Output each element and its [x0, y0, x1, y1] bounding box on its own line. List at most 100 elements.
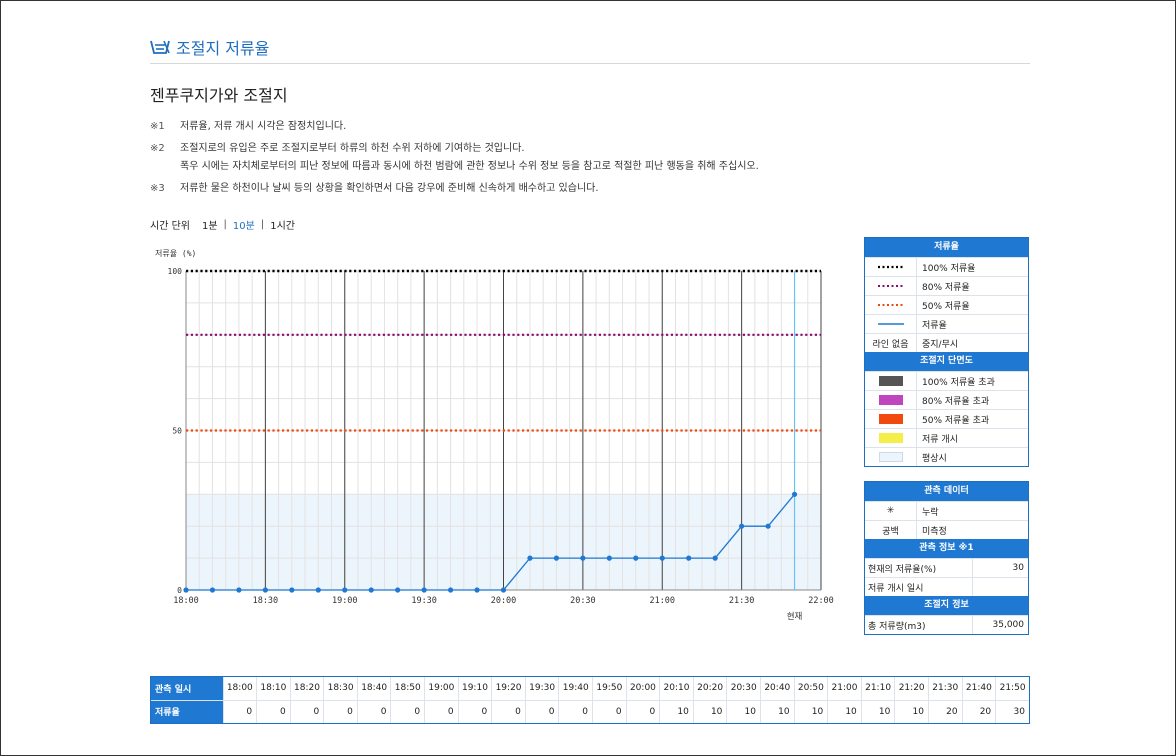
current-rate-value: 30: [1012, 563, 1024, 573]
time-unit-1hour[interactable]: 1시간: [270, 221, 295, 232]
observation-table: 관측 일시 18:00 18:10 18:20 18:30 18:40 18:50 19:0…: [150, 676, 1030, 724]
time-cell: 18:40: [356, 677, 391, 700]
time-cell: 20:00: [625, 677, 660, 700]
note-mark: ※2: [150, 143, 165, 154]
time-cell: 20:20: [692, 677, 727, 700]
rate-cell: 10: [659, 699, 694, 723]
rate-cell: 0: [356, 699, 391, 723]
x-tick-label: 18:00: [173, 596, 199, 606]
current-label: 현재: [787, 612, 803, 622]
note-1: ※1 저류율, 저류 개시 시각은 잠정치입니다.: [150, 118, 759, 136]
rate-cell: 30: [995, 699, 1029, 723]
observation-title: 관측 데이터: [865, 482, 1028, 501]
time-cell: 21:50: [995, 677, 1029, 700]
data-point: [395, 587, 401, 593]
data-point: [527, 555, 533, 561]
legend-row: 평상시: [865, 447, 1028, 466]
data-point: [712, 555, 718, 561]
total-storage-value: 35,000: [992, 620, 1025, 630]
rate-cell: 0: [491, 699, 526, 723]
time-cell: 20:30: [726, 677, 761, 700]
legend-row: 라인 없음 중지/무시: [865, 333, 1028, 352]
notes: ※1 저류율, 저류 개시 시각은 잠정치입니다. ※2 조절지로의 유입은 주…: [150, 118, 759, 198]
color-swatch: [865, 410, 917, 428]
observation-row: 공백 미측정: [865, 520, 1028, 539]
data-point: [262, 587, 268, 593]
dam-icon: [150, 40, 170, 54]
data-point: [236, 587, 242, 593]
time-cell: 18:10: [256, 677, 291, 700]
legend-label: 80% 저류율: [922, 282, 970, 293]
rate-cell: 0: [424, 699, 459, 723]
note-2: ※2 조절지로의 유입은 주로 조절지로부터 하류의 하천 수위 저하에 기여하…: [150, 140, 759, 176]
x-tick-label: 20:00: [491, 596, 517, 606]
observation-info-title: 관측 정보 ※1: [865, 539, 1028, 558]
legend-label: 저류 개시: [922, 434, 958, 445]
time-cell: 18:00: [222, 677, 257, 700]
data-point: [553, 555, 560, 561]
reservoir-name: 젠푸쿠지가와 조절지: [150, 86, 288, 105]
time-cell: 21:20: [894, 677, 929, 700]
legend-label: 100% 저류율 초과: [922, 377, 995, 388]
rate-cell: 10: [692, 699, 727, 723]
rate-cell: 10: [827, 699, 862, 723]
data-point: [500, 587, 507, 593]
series-line: [186, 493, 796, 591]
data-point: [474, 587, 480, 593]
legend-title: 저류율: [865, 238, 1028, 257]
time-cell: 21:00: [827, 677, 862, 700]
data-point: [342, 587, 348, 593]
info-label: 현재의 저류율(%): [865, 559, 973, 577]
note-mark: ※3: [150, 183, 165, 194]
legend-label: 80% 저류율 초과: [922, 396, 990, 407]
legend-label: 중지/무시: [922, 339, 959, 350]
legend-row: 100% 저류율 초과: [865, 371, 1028, 390]
x-tick-label: 22:00: [808, 596, 834, 606]
storage-rate-chart: 저류율 (%) 100 50 0 18:00 18:30 19:00 19:30 20:00 20…: [150, 244, 850, 624]
data-point: [659, 555, 665, 561]
rate-cell: 10: [726, 699, 761, 723]
data-point: [315, 587, 321, 593]
data-point: [368, 587, 374, 593]
time-cell: 18:20: [289, 677, 324, 700]
x-tick-label: 21:30: [729, 596, 755, 606]
rate-cell: 0: [256, 699, 291, 723]
time-cell: 21:40: [961, 677, 996, 700]
legend-symbol-text: 라인 없음: [865, 334, 917, 352]
observation-label: 누락: [922, 507, 939, 518]
data-point: [447, 587, 454, 593]
rate-cell: 10: [760, 699, 795, 723]
rate-cell: 20: [961, 699, 996, 723]
info-row: 저류 개시 일시: [865, 577, 1028, 596]
rate-cell: 10: [894, 699, 929, 723]
observation-label: 미측정: [922, 526, 947, 537]
time-row: 관측 일시 18:00 18:10 18:20 18:30 18:40 18:50 19:0…: [151, 677, 1029, 700]
rate-cell: 0: [323, 699, 358, 723]
legend-row: 저류 개시: [865, 428, 1028, 447]
note-mark: ※1: [150, 121, 165, 132]
rate-cell: 0: [625, 699, 660, 723]
time-unit-1min[interactable]: 1분: [201, 221, 218, 232]
x-tick-label: 21:00: [649, 596, 675, 606]
asterisk-icon: ✳: [865, 502, 917, 520]
note-3: ※3 저류한 물은 하천이나 날씨 등의 상황을 확인하면서 다음 강우에 준비…: [150, 180, 759, 198]
legend-label: 100% 저류율: [922, 263, 976, 274]
info-label: 저류 개시 일시: [865, 578, 973, 596]
data-point: [633, 555, 639, 561]
y-tick-label: 0: [177, 586, 182, 595]
rate-cell: 0: [558, 699, 593, 723]
info-label: 총 저류량(m3): [865, 616, 973, 634]
legend-label: 저류율: [922, 320, 947, 331]
time-unit-10min[interactable]: 10분: [232, 221, 255, 232]
separator: |: [260, 219, 265, 230]
time-cell: 19:40: [558, 677, 593, 700]
observation-panel: 관측 데이터 ✳ 누락 공백 미측정 관측 정보 ※1 현재의 저류율(%) 3…: [864, 481, 1029, 635]
legend-row: 저류율: [865, 314, 1028, 333]
x-tick-label: 19:00: [332, 596, 358, 606]
legend-label: 50% 저류율: [922, 301, 970, 312]
time-cell: 21:30: [927, 677, 963, 700]
time-cell: 20:10: [659, 677, 694, 700]
time-cell: 19:10: [457, 677, 492, 700]
legend-label: 50% 저류율 초과: [922, 415, 990, 426]
x-tick-label: 18:30: [253, 596, 279, 606]
